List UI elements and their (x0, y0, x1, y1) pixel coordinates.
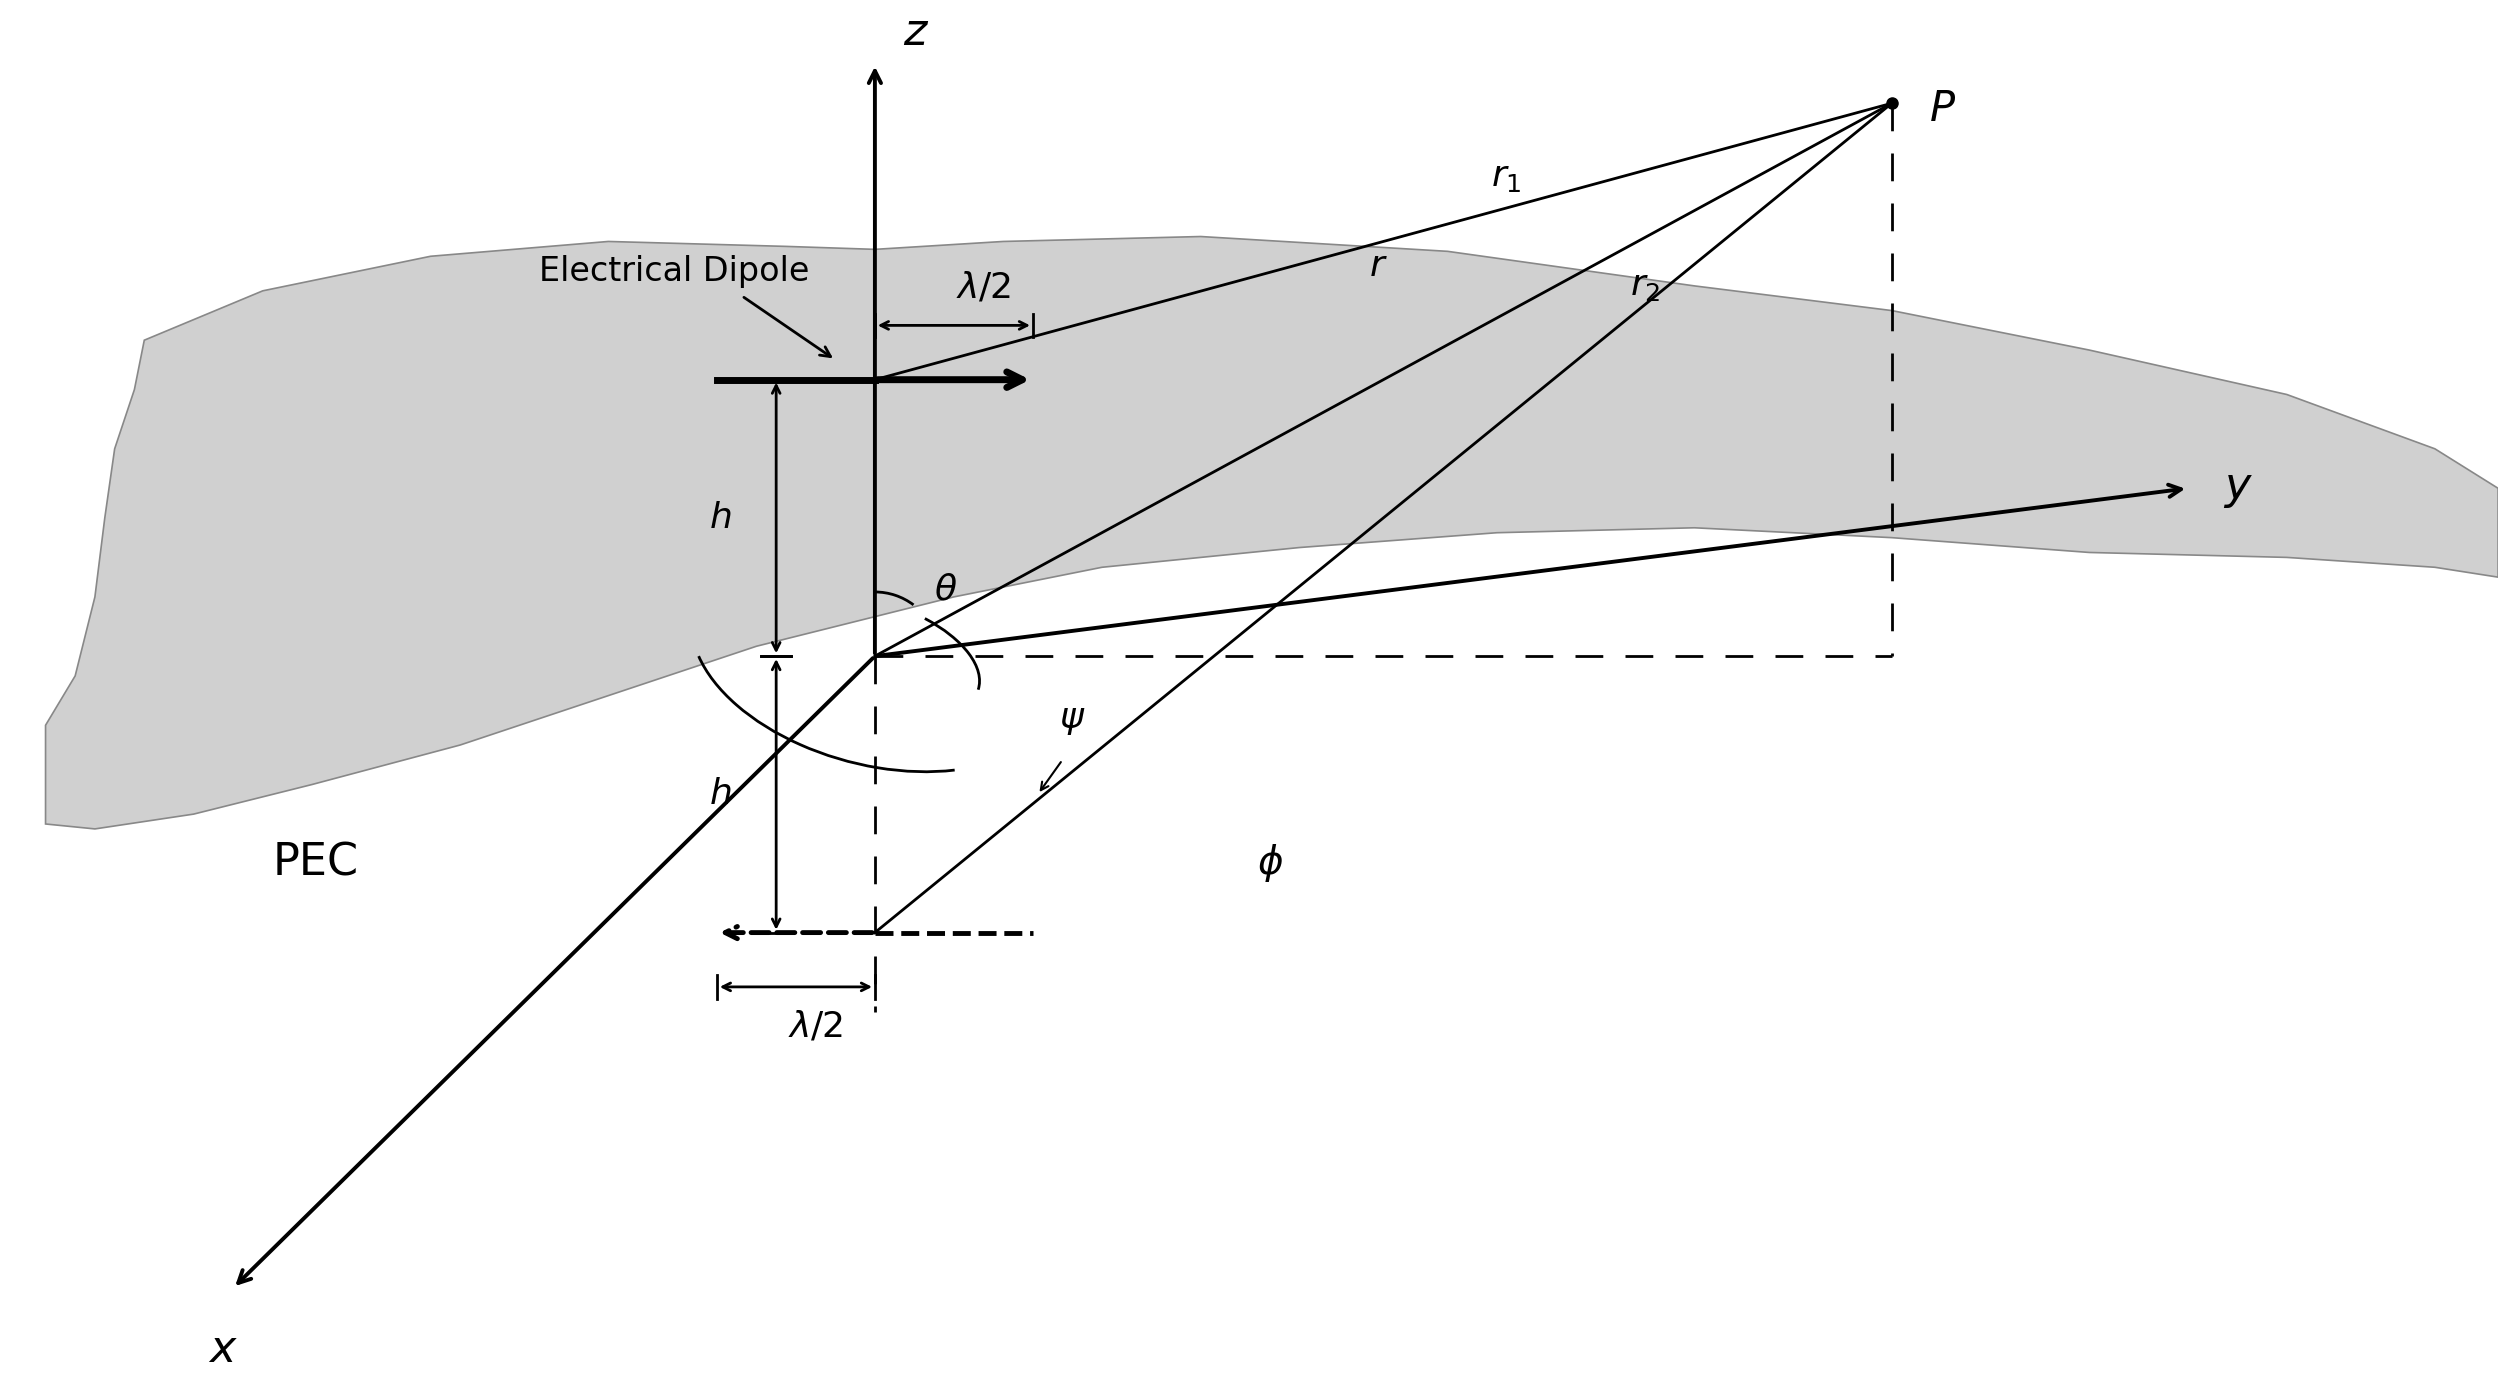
Text: $r$: $r$ (1370, 250, 1388, 283)
Text: $P$: $P$ (1928, 88, 1956, 131)
Text: PEC: PEC (272, 843, 360, 885)
Text: $r_2$: $r_2$ (1629, 269, 1659, 303)
Text: $y$: $y$ (2222, 467, 2253, 510)
Text: $\theta$: $\theta$ (935, 572, 958, 605)
Polygon shape (45, 237, 2499, 829)
Text: $h$: $h$ (709, 778, 732, 811)
Text: $\lambda/2$: $\lambda/2$ (787, 1009, 842, 1044)
Text: $r_1$: $r_1$ (1491, 160, 1521, 194)
Text: Electrical Dipole: Electrical Dipole (538, 255, 810, 288)
Text: $\phi$: $\phi$ (1257, 843, 1282, 884)
Text: $\psi$: $\psi$ (1058, 703, 1086, 738)
Text: $z$: $z$ (903, 11, 928, 54)
Text: $h$: $h$ (709, 501, 732, 535)
Text: $\lambda/2$: $\lambda/2$ (955, 270, 1011, 305)
Text: $x$: $x$ (209, 1328, 239, 1371)
